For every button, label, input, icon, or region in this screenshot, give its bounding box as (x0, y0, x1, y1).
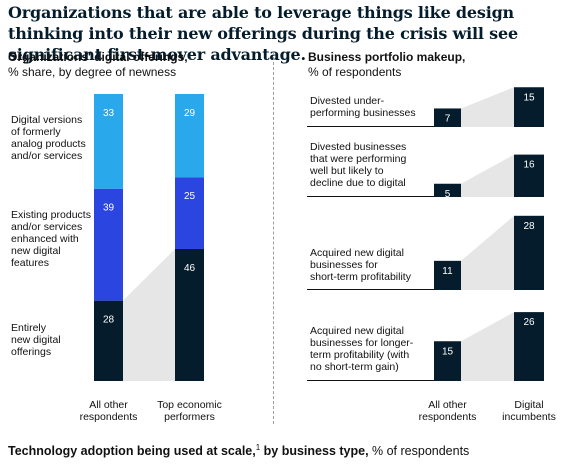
bottom-title-main: Technology adoption being used at scale, (8, 444, 256, 459)
series-label-line: and/or services (11, 150, 82, 162)
data-label: 5 (445, 189, 451, 200)
bottom-title-footnote: 1 (255, 443, 261, 452)
data-label: 15 (523, 92, 535, 103)
row-label-line: businesses for longer- (310, 337, 414, 349)
bar (514, 215, 544, 290)
right-panel-subtitle: % of respondents (308, 65, 402, 79)
bar-segment (175, 248, 204, 381)
series-label-line: analog products (11, 138, 86, 150)
series-label: Existing products and/or services enhanced… (11, 209, 91, 269)
row-label-line: businesses for (310, 259, 378, 271)
left-panel-title-block: Organizations' digital offerings, % shar… (8, 50, 188, 80)
series-label-line: Entirely (11, 322, 47, 334)
connector-shade (461, 154, 514, 197)
row-label: Acquired new digital businesses for longe… (310, 325, 414, 373)
bar (434, 260, 461, 290)
data-label: 29 (184, 108, 196, 119)
bar (434, 183, 461, 197)
bar-segment (94, 188, 123, 301)
data-label: 16 (523, 160, 535, 171)
data-label: 46 (184, 263, 196, 274)
series-label-line: features (11, 257, 49, 269)
row-label-line: short-term profitability (310, 271, 412, 283)
connector-shade (461, 215, 514, 290)
series-label-line: and/or services (11, 221, 82, 233)
data-label: 25 (184, 191, 196, 202)
series-label: Digital versions of formerly analog produc… (11, 114, 86, 162)
data-label: 7 (445, 113, 451, 124)
series-label-line: new digital (11, 334, 61, 346)
category-label-line: incumbents (502, 411, 556, 423)
row-label: Divested businesses that were performing w… (309, 141, 406, 189)
bar (514, 87, 544, 127)
connector-shade (461, 312, 514, 381)
data-label: 15 (442, 346, 454, 357)
category-label-line: performers (164, 411, 215, 423)
data-label: 39 (103, 203, 115, 214)
category-label-line: Digital (514, 399, 543, 411)
data-label: 11 (442, 266, 453, 277)
bar-segment (94, 300, 123, 381)
row-label: Acquired new digital businesses for short-… (310, 247, 412, 283)
category-label-line: respondents (419, 411, 477, 423)
row-label-line: Acquired new digital (310, 247, 404, 259)
category-label-line: respondents (80, 411, 138, 423)
category-label: Digital incumbents (502, 399, 556, 423)
row-label-line: decline due to digital (310, 177, 406, 189)
data-label: 33 (103, 108, 115, 119)
panel-divider (273, 52, 274, 424)
left-panel-title: Organizations' digital offerings, (8, 50, 188, 64)
row-label: Divested under-performing businesses (310, 95, 416, 119)
right-panel-title: Business portfolio makeup, (308, 50, 466, 64)
row-label-line: performing businesses (310, 107, 416, 119)
series-label-line: enhanced with (11, 233, 79, 245)
bar (514, 312, 544, 381)
connector-shade (461, 87, 514, 127)
data-label: 26 (523, 317, 535, 328)
row-label-line: Divested under- (310, 95, 385, 107)
bar-segment (175, 177, 204, 249)
bar-segment (175, 94, 204, 178)
headline: Organizations that are able to leverage … (8, 3, 518, 64)
series-label-line: offerings (11, 346, 51, 358)
bottom-chart-title: Technology adoption being used at scale,… (8, 440, 469, 459)
row-label-line: term profitability (with (310, 349, 409, 361)
row-label-line: well but likely to (309, 165, 384, 177)
series-label: Entirely new digital offerings (11, 322, 61, 358)
data-label: 28 (103, 315, 115, 326)
row-label-line: Acquired new digital (310, 325, 404, 337)
connector-shade (123, 248, 175, 381)
bar-segment (94, 94, 123, 189)
bar (434, 108, 461, 127)
category-label-line: All other (428, 399, 467, 411)
category-label-line: All other (89, 399, 128, 411)
category-label: All other respondents (80, 399, 138, 423)
row-label-line: no short-term gain) (310, 361, 399, 373)
row-label-line: that were performing (310, 153, 406, 165)
row-label-line: Divested businesses (310, 141, 406, 153)
series-label-line: Existing products (11, 209, 91, 221)
series-label-line: Digital versions (11, 114, 82, 126)
series-label-line: new digital (11, 245, 61, 257)
data-label: 28 (523, 221, 535, 232)
bottom-title-rest: by business type, (260, 444, 369, 459)
bar (514, 154, 544, 197)
bottom-title-subtitle: % of respondents (368, 444, 470, 459)
category-label-line: Top economic (157, 399, 222, 411)
bar (434, 341, 461, 381)
right-panel-title-block: Business portfolio makeup, % of responde… (308, 50, 465, 80)
category-label: All other respondents (419, 399, 477, 423)
left-panel-subtitle: % share, by degree of newness (8, 65, 177, 79)
series-label-line: of formerly (11, 126, 61, 138)
category-label: Top economic performers (157, 399, 222, 423)
